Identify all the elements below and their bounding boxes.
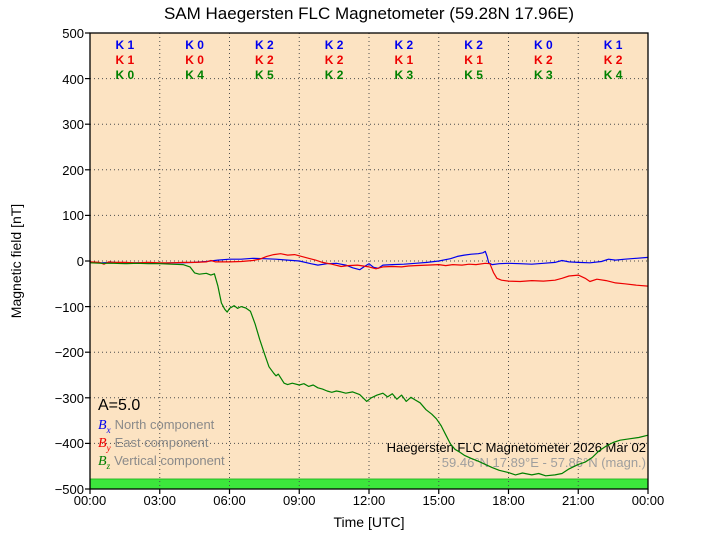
legend-entry-by: By East component [98,435,209,453]
k-index-value-by-2: K 2 [255,53,274,67]
coordinates-annotation: 59.46°N 17.89°E - 57.86°N (magn.) [441,455,646,470]
k-index-value-by-4: K 1 [394,53,414,67]
k-index-value-bz-2: K 5 [255,68,274,82]
x-tick-label: 09:00 [282,493,316,508]
k-index-value-bz-4: K 3 [394,68,414,82]
k-index-value-bz-1: K 4 [185,68,204,82]
x-tick-label: 00:00 [73,493,107,508]
x-tick-label: 12:00 [352,493,386,508]
legend-entry-bz: Bz Vertical component [98,453,225,471]
y-tick-label: 300 [62,117,84,133]
y-tick-label: −400 [54,436,84,452]
y-tick-label: −500 [54,482,84,497]
legend-label-north: North component [114,417,215,432]
y-tick-label: 500 [62,26,84,41]
x-tick-label: 18:00 [492,493,525,508]
by-symbol: By [98,436,111,453]
k-index-value-by-1: K 0 [185,53,204,67]
k-index-value-bx-5: K 2 [464,38,483,52]
x-tick-label: 00:00 [631,493,665,508]
k-index-value-bx-0: K 1 [115,38,135,52]
k-index-value-bz-6: K 3 [534,68,553,82]
k-index-value-bx-4: K 2 [394,38,414,52]
k-index-value-by-6: K 2 [534,53,553,67]
x-tick-label: 15:00 [422,493,456,508]
bx-symbol: Bx [98,418,111,435]
y-tick-label: −200 [54,345,84,361]
y-tick-label: −100 [54,299,84,315]
legend-label-vertical: Vertical component [114,453,225,468]
x-tick-label: 03:00 [143,493,177,508]
k-index-value-bx-6: K 0 [534,38,553,52]
bz-symbol: Bz [98,454,111,471]
k-index-value-bz-5: K 5 [464,68,483,82]
y-tick-label: 400 [62,71,84,87]
series-line-bz [89,262,649,477]
k-index-value-by-3: K 2 [324,53,344,67]
k-index-value-by-5: K 1 [464,53,483,67]
y-tick-label: −300 [54,390,84,406]
y-tick-label: 200 [62,162,84,178]
k-index-value-bx-2: K 2 [255,38,274,52]
legend-label-east: East component [114,435,209,450]
k-index-value-bz-3: K 2 [324,68,344,82]
k-index-value-bx-3: K 2 [324,38,344,52]
k-index-value-bx-1: K 0 [185,38,204,52]
k-index-value-by-0: K 1 [115,53,135,67]
chart-title: SAM Haegersten FLC Magnetometer (59.28N … [163,4,575,23]
k-index-value-bz-7: K 4 [603,68,623,82]
station-annotation: Haegersten FLC Magnetometer 2026 Mar 02 [386,440,646,455]
y-tick-label: 0 [76,254,84,269]
a-index-value: A=5.0 [98,397,141,414]
k-index-value-bz-0: K 0 [115,68,135,82]
x-tick-label: 06:00 [213,493,246,508]
y-tick-label: 100 [62,208,84,224]
k-index-value-by-7: K 2 [603,53,623,67]
legend-entry-bx: Bx North component [98,417,214,435]
series-line-by [89,253,649,287]
x-axis-label: Time [UTC] [333,514,405,530]
x-tick-label: 21:00 [561,493,595,508]
k-index-value-bx-7: K 1 [603,38,623,52]
